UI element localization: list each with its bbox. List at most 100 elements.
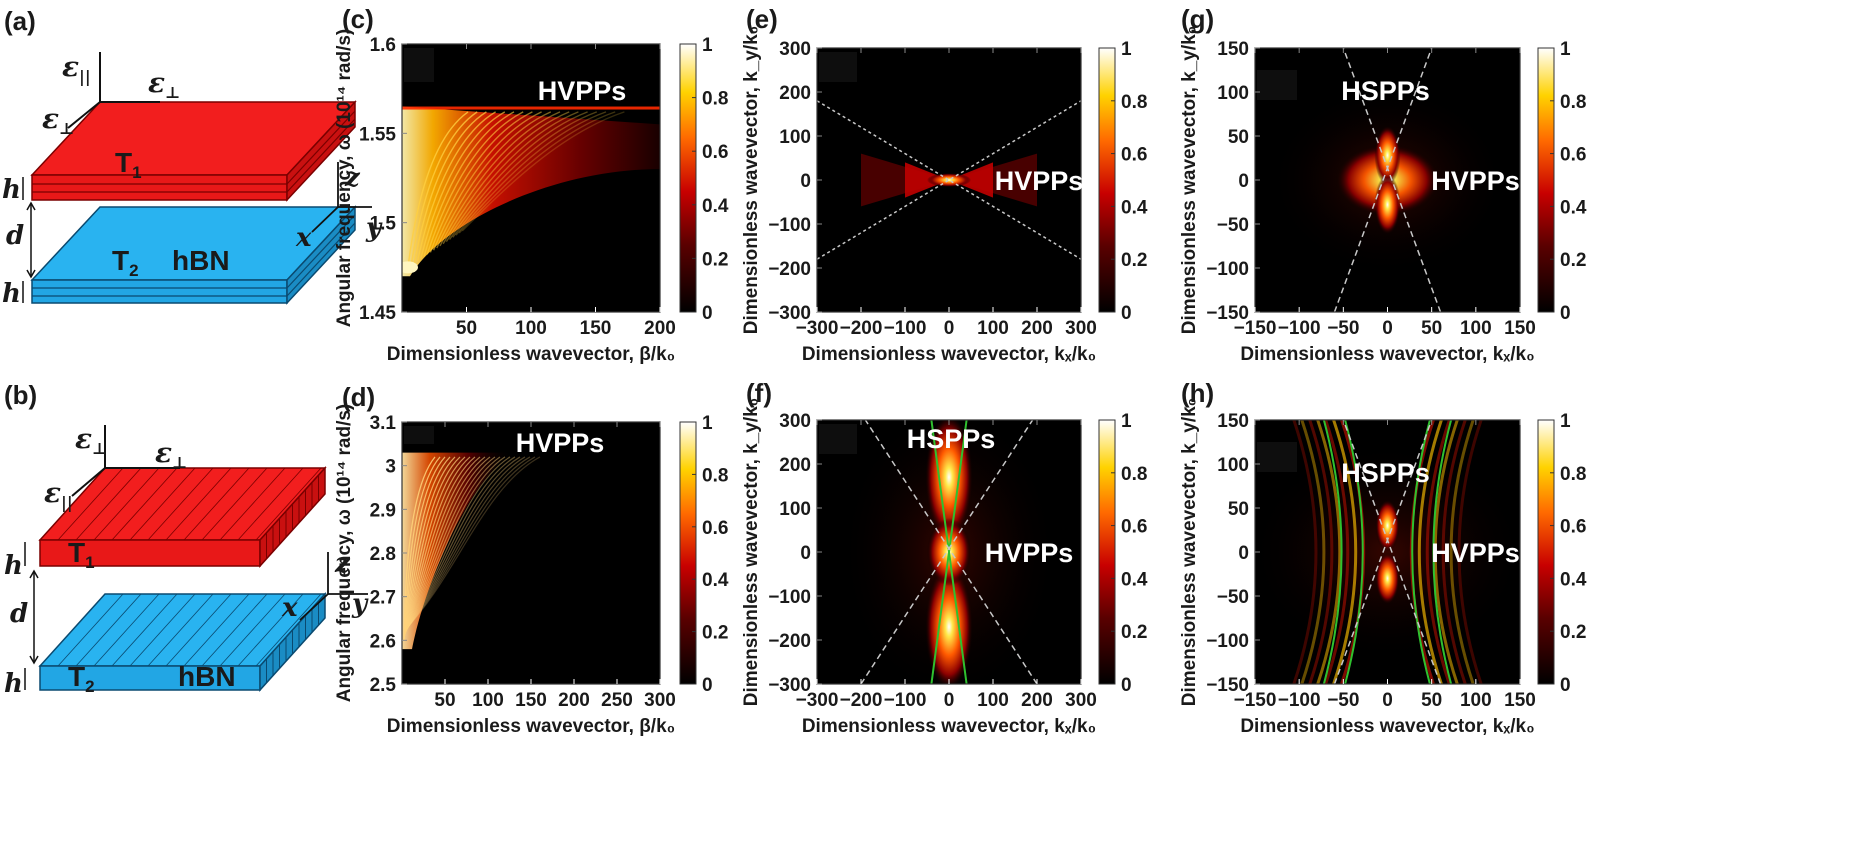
y-tick-label: 0: [800, 543, 811, 564]
colorbar: [1098, 419, 1116, 685]
x-tick-label: 100: [1460, 690, 1492, 711]
x-tick-label: 300: [1065, 690, 1097, 711]
x-tick-label: 0: [944, 318, 955, 339]
chart-d: (d) 50 100 150 200 250 300 2.5 2.6 2.7 2.8 2.9 3 3.1 D…: [334, 382, 729, 737]
colorbar-tick-label: 0: [1121, 675, 1132, 696]
y-tick-label: −100: [768, 215, 811, 236]
layer-t2-front: [31, 279, 288, 304]
colorbar-tick-label: 0.8: [1560, 464, 1586, 485]
svg-text:T2: T2: [68, 661, 95, 696]
eps-parallel-symbol: ε: [62, 50, 79, 83]
colorbar-tick-label: 0.6: [1121, 517, 1147, 538]
annotation-hspps: HSPPs: [1341, 458, 1430, 488]
axis-z-label: z: [344, 163, 361, 193]
x-tick-label: −200: [840, 318, 883, 339]
x-tick-label: −100: [884, 690, 927, 711]
layer-t2-label: T: [112, 245, 129, 276]
x-tick-label: 50: [1421, 318, 1442, 339]
svg-text:ε||: ε||: [44, 476, 73, 512]
colorbar-tick-label: 0.4: [1121, 197, 1148, 218]
annotation-hvpps: HVPPs: [1431, 538, 1520, 568]
x-axis-label: Dimensionless wavevector, kₓ/k₀: [802, 716, 1096, 737]
y-tick-label: 1.6: [370, 35, 396, 56]
x-tick-label: −200: [840, 690, 883, 711]
eps-parallel-subscript: ||: [79, 67, 91, 86]
y-axis-label: Dimensionless wavevector, k_y/k₀: [741, 398, 762, 707]
y-tick-label: 150: [1217, 411, 1249, 432]
x-tick-label: −150: [1234, 690, 1277, 711]
heatmap-h: [1255, 420, 1520, 684]
svg-text:ε⊥: ε⊥: [42, 102, 74, 138]
x-tick-label: −100: [1278, 690, 1321, 711]
svg-text:T1: T1: [115, 147, 142, 182]
y-tick-label: 300: [779, 39, 811, 60]
heatmap-e: [817, 52, 1081, 260]
panel-d-label: (d): [342, 382, 375, 412]
x-tick-label: 150: [515, 690, 547, 711]
colorbar-tick-label: 0.4: [1560, 569, 1587, 590]
y-tick-label: 2.9: [370, 500, 396, 521]
axis-x-label-b: x: [281, 593, 298, 623]
chart-h: (h)−150 −100 −50 0 50 100 150−150−100−50050100…: [1179, 378, 1587, 737]
y-tick-label: 100: [779, 127, 811, 148]
layer-t1-front: [31, 174, 288, 201]
eps-perp-symbol-left: ε: [42, 102, 59, 135]
panel-a-label: (a): [4, 6, 36, 36]
x-tick-label: −100: [884, 318, 927, 339]
y-tick-label: 3: [385, 457, 396, 478]
panel-h-label: (h): [1181, 378, 1214, 408]
y-tick-label: −100: [1206, 259, 1249, 280]
layer-t1-label: T: [115, 147, 132, 178]
annotation-hvpps: HVPPs: [1431, 166, 1520, 196]
h-bottom-label: h: [2, 279, 21, 309]
colorbar-tick-label: 0.4: [702, 570, 729, 591]
colorbar-tick-label: 0.4: [1560, 197, 1587, 218]
eps-perp-symbol-right: ε: [148, 66, 165, 99]
h-top-label: h: [2, 175, 21, 205]
y-axis-label: Angular frequency, ω (10¹⁴ rad/s): [334, 404, 355, 703]
colorbar: [679, 421, 697, 685]
layer-t1-subscript: 1: [132, 163, 141, 182]
y-tick-label: 150: [1217, 39, 1249, 60]
x-tick-label: 300: [1065, 318, 1097, 339]
axis-x-label: x: [295, 223, 312, 253]
x-axis-label: Dimensionless wavevector, kₓ/k₀: [802, 344, 1096, 365]
x-tick-label: 0: [1382, 318, 1393, 339]
colorbar-tick-label: 0.4: [702, 196, 729, 217]
y-tick-label: 100: [1217, 455, 1249, 476]
svg-text:ε||: ε||: [62, 50, 91, 86]
x-tick-label: 0: [1382, 690, 1393, 711]
y-tick-label: 100: [1217, 83, 1249, 104]
x-tick-label: −150: [1234, 318, 1277, 339]
y-tick-label: 100: [779, 499, 811, 520]
annotation-hspps: HSPPs: [1341, 76, 1430, 106]
svg-text:T2: T2: [112, 245, 139, 280]
colorbar-tick-label: 0.4: [1121, 569, 1148, 590]
eps-perp-symbol-right-b: ε: [155, 436, 172, 469]
x-tick-label: 50: [1421, 690, 1442, 711]
annotation-hvpps: HVPPs: [516, 428, 605, 458]
x-axis-label: Dimensionless wavevector, kₓ/k₀: [1240, 716, 1534, 737]
chart-c: (c) 50 100 150 200 1.45 1.5 1.55 1.6 Dimensionles…: [334, 4, 729, 365]
x-tick-label: −50: [1327, 690, 1359, 711]
colorbar-tick-label: 0.6: [1121, 145, 1147, 166]
y-axis-label: Dimensionless wavevector, k_y/k₀: [1179, 26, 1200, 335]
svg-text:ε⊥: ε⊥: [155, 436, 187, 472]
colorbar-tick-label: 0.6: [1560, 145, 1586, 166]
colorbar-tick-label: 0.8: [1121, 92, 1147, 113]
colorbar-tick-label: 1: [1121, 39, 1132, 60]
x-tick-label: 100: [515, 318, 547, 339]
colorbar-tick-label: 0.2: [702, 249, 728, 270]
annotation-hvpps: HVPPs: [538, 76, 627, 106]
heatmap-g: [1257, 48, 1508, 312]
x-tick-label: 150: [1504, 690, 1536, 711]
x-tick-label: 50: [456, 318, 477, 339]
chart-g: (g)−150 −100 −50 0 50 100 150−150−100−50050100…: [1179, 4, 1587, 365]
y-axis-label: Dimensionless wavevector, k_y/k₀: [741, 26, 762, 335]
y-axis-label: Dimensionless wavevector, k_y/k₀: [1179, 398, 1200, 707]
y-tick-label: 1.55: [359, 124, 396, 145]
panel-b-label: (b): [4, 380, 37, 410]
layer-t1-label-b: T: [68, 537, 85, 568]
y-tick-label: −200: [768, 631, 811, 652]
eps-perp-subscript-left: ⊥: [59, 119, 74, 138]
